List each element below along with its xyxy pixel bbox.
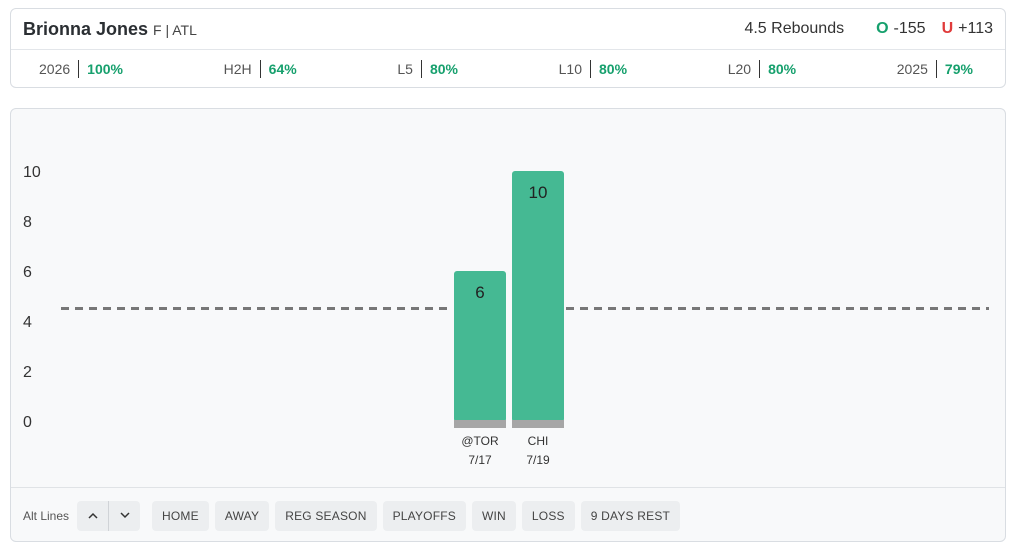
filter-win-button[interactable]: WIN [471,500,516,531]
hit-rate-value: 80% [768,61,797,77]
over-odds[interactable]: O -155 [876,20,925,38]
filter-loss-button[interactable]: LOSS [521,500,575,531]
x-tick-label: 7/17 [468,453,492,467]
hit-rate-2025[interactable]: 2025 79% [897,60,973,78]
alt-line-down-button[interactable] [108,500,140,531]
hit-rate-label: L10 [558,61,582,77]
hit-rate-label: H2H [223,61,252,77]
chevron-down-icon [120,512,130,519]
hit-rate-l10[interactable]: L10 80% [559,60,627,78]
bar-value-label: 6 [475,283,484,302]
filter-away-button[interactable]: AWAY [214,500,270,531]
hit-rate-value: 80% [429,61,458,77]
y-tick-label: 6 [23,264,32,281]
x-tick-label: 7/19 [526,453,550,467]
under-label: U [941,20,954,37]
x-tick-label: @TOR [461,434,499,448]
player-name[interactable]: Brionna Jones [23,18,149,39]
divider [259,60,261,78]
filter-home-button[interactable]: HOME [152,500,209,531]
bar [512,171,564,422]
hit-rate-label: L5 [397,61,413,77]
game-log-chart-card: 0 2 4 6 8 10 6 @TOR 7/17 10 CHI 7/19 Alt Lines HOME… [10,108,1006,542]
hit-rate-l20[interactable]: L20 80% [728,60,796,78]
filter-playoffs-button[interactable]: PLAYOFFS [382,500,466,531]
hit-rate-label: 2026 [39,61,71,77]
bar-value-label: 10 [529,183,548,202]
hit-rate-label: 2025 [896,61,928,77]
alt-line-up-button[interactable] [77,501,108,531]
over-price: -155 [893,20,926,37]
under-price: +113 [958,20,993,37]
y-tick-label: 2 [23,364,32,381]
bar-base [454,420,506,428]
bar [454,271,506,422]
player-header-card: Brionna Jones F | ATL 4.5 Rebounds O -15… [10,8,1006,88]
hit-rate-row: 2026 100% H2H 64% L5 80% L10 80% L20 80%… [11,50,1005,88]
divider [78,60,80,78]
divider [935,60,937,78]
hit-rate-value: 80% [599,61,628,77]
alt-lines-label: Alt Lines [23,508,70,523]
hit-rate-l5[interactable]: L5 80% [397,60,458,78]
bar-chart: 0 2 4 6 8 10 6 @TOR 7/17 10 CHI 7/19 [23,164,989,467]
alt-line-stepper [77,500,141,531]
x-tick-label: CHI [528,434,549,448]
divider [759,60,761,78]
hit-rate-value: 100% [87,61,123,77]
y-tick-label: 10 [23,164,41,181]
hit-rate-value: 79% [944,61,973,77]
filter-9-days-rest-button[interactable]: 9 DAYS REST [580,500,681,531]
hit-rate-2026[interactable]: 2026 100% [39,60,123,78]
over-label: O [876,20,889,37]
y-tick-label: 8 [23,214,32,231]
player-position-team: F | ATL [153,21,197,38]
prop-line: 4.5 Rebounds [744,20,845,37]
header-top-row: Brionna Jones F | ATL 4.5 Rebounds O -15… [11,9,1005,50]
bar-base [512,420,564,428]
hit-rate-value: 64% [268,61,297,77]
hit-rate-h2h[interactable]: H2H 64% [224,60,297,78]
divider [590,60,591,78]
y-tick-label: 0 [23,414,32,431]
under-odds[interactable]: U +113 [942,20,993,38]
market-info: 4.5 Rebounds O -155 U +113 [744,20,993,38]
chevron-up-icon [88,512,98,519]
player-info: Brionna Jones F | ATL [23,19,197,40]
y-tick-label: 4 [23,314,32,331]
hit-rate-label: L20 [727,61,752,77]
divider [420,60,422,78]
filter-reg-season-button[interactable]: REG SEASON [275,500,377,531]
chart-controls: Alt Lines HOME AWAY REG SEASON PLAYOFFS … [11,487,1005,543]
